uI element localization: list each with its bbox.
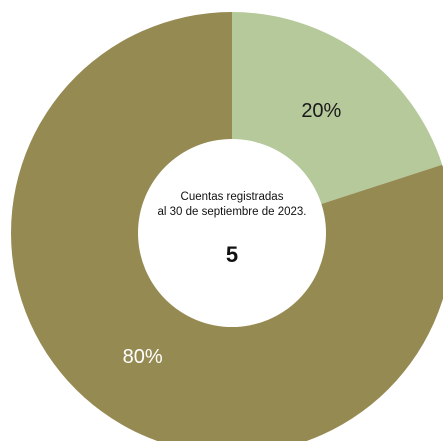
slice-label-2: 80% <box>123 346 163 368</box>
donut-hole <box>138 139 326 327</box>
center-caption-line-1: Cuentas registradas <box>181 191 284 203</box>
center-caption-line-2: al 30 de septiembre de 2023. <box>158 206 307 218</box>
slice-label-1: 20% <box>301 100 341 122</box>
slice-labels: 20% 80% <box>123 100 342 368</box>
center-value: 5 <box>226 242 238 267</box>
